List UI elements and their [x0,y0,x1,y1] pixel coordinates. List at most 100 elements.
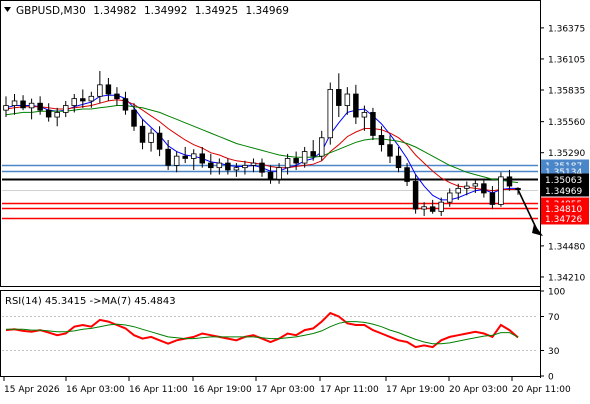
candle-body[interactable] [3,105,9,111]
ohlc-open: 1.34982 [93,5,136,17]
candle-body[interactable] [62,105,69,113]
candle-body[interactable] [37,102,43,111]
candle-body[interactable] [122,98,129,111]
candle-body[interactable] [327,89,334,139]
candle-body[interactable] [489,192,496,205]
ohlc-high: 1.34992 [144,5,187,17]
symbol-title: GBPUSD,M30 1.34982 1.34992 1.34925 1.349… [16,5,289,17]
time-axis-label: 20 Apr 11:00 [512,385,571,395]
rsi-indicator-label: RSI(14) 45.3415 ->MA(7) 45.4843 [5,296,176,307]
candle-body[interactable] [318,137,325,157]
price-level-text-1.35063: 1.35063 [545,176,582,186]
candle-body[interactable] [284,158,291,169]
candle-body[interactable] [259,162,265,173]
candle-body[interactable] [105,84,112,95]
time-axis-label: 17 Apr 19:00 [386,385,445,395]
candle-body[interactable] [446,192,453,203]
projection-arrow-head-icon [532,224,543,236]
rsi-series-green [6,321,519,345]
candle-body[interactable] [267,171,274,180]
candle-body[interactable] [336,89,342,106]
rsi-panel[interactable] [0,290,541,377]
candle-body[interactable] [148,132,154,143]
price-axis-label: 1.35835 [548,87,585,97]
candle-body[interactable] [114,93,120,100]
candle-body[interactable] [156,132,163,150]
candle-body[interactable] [387,144,393,157]
candle-body[interactable] [353,93,359,118]
time-axis-label: 16 Apr 19:00 [193,385,252,395]
candle-body[interactable] [250,162,257,166]
candle-body[interactable] [88,95,95,102]
time-axis-label: 17 Apr 03:00 [256,385,315,395]
candle-body[interactable] [54,112,60,118]
candle-body[interactable] [395,155,402,169]
candle-body[interactable] [378,135,385,146]
time-axis-label: 16 Apr 11:00 [129,385,188,395]
candle-body[interactable] [28,102,35,109]
price-level-tag-1.34726 [541,212,589,225]
rsi-series-red [5,311,519,349]
price-level-tag-1.34969 [541,184,589,197]
candle-body[interactable] [412,181,419,210]
candle-body[interactable] [301,151,308,164]
price-level-tag-1.35063 [541,173,589,186]
candle-body[interactable] [498,176,504,205]
candle-body[interactable] [293,158,299,164]
candle-body[interactable] [71,98,78,106]
candle-body[interactable] [216,162,223,169]
candle-body[interactable] [208,162,214,169]
rsi-axis-label: 70 [548,313,560,323]
candle-body[interactable] [429,206,436,212]
candle-body[interactable] [20,100,26,109]
candle-body[interactable] [276,167,282,180]
candle-body[interactable] [225,162,231,171]
ohlc-low: 1.34925 [195,5,238,17]
price-axis-label: 1.36375 [548,24,585,34]
candle-body[interactable] [438,201,444,212]
candle-body[interactable] [80,98,86,102]
price-panel[interactable] [0,0,541,287]
candle-body[interactable] [199,153,206,164]
candle-body[interactable] [131,109,137,127]
candle-body[interactable] [506,176,513,187]
time-axis-label: 17 Apr 11:00 [320,385,379,395]
price-axis-label: 1.35290 [548,149,585,159]
candle-body[interactable] [481,183,487,194]
price-level-tag-1.34810 [541,202,589,215]
candle-body[interactable] [45,109,52,118]
candle-body[interactable] [515,187,521,191]
chart-menu-triangle-icon[interactable] [4,7,11,12]
price-level-text-1.34810: 1.34810 [545,205,582,215]
candle-body[interactable] [233,167,240,171]
candle-body[interactable] [97,84,103,97]
candle-body[interactable] [404,167,410,182]
candle-body[interactable] [455,187,462,194]
candle-body[interactable] [190,153,197,159]
candle-body[interactable] [472,183,479,187]
price-level-text-1.34726: 1.34726 [545,215,582,225]
candle-body[interactable] [242,164,248,169]
symbol-name: GBPUSD,M30 [16,5,86,17]
candle-body[interactable] [344,93,351,106]
moving-average-green [5,105,519,184]
price-axis-label: 1.35560 [548,118,585,128]
candle-body[interactable] [464,185,470,189]
candle-body[interactable] [182,155,188,159]
candle-body[interactable] [370,112,376,136]
time-axis-label: 15 Apr 2026 [4,385,60,395]
candle-body[interactable] [310,151,316,157]
candle-body[interactable] [139,125,146,143]
candle-body[interactable] [165,148,171,166]
rsi-axis-label: 0 [548,373,554,383]
candle-body[interactable] [421,206,427,210]
candle-body[interactable] [11,100,18,106]
price-axis-label: 1.36105 [548,55,585,65]
rsi-axis-label: 30 [548,347,560,357]
candle-body[interactable] [173,155,180,166]
price-level-text-1.35134: 1.35134 [545,168,582,178]
time-axis-label: 16 Apr 03:00 [66,385,125,395]
candle-body[interactable] [361,112,368,118]
